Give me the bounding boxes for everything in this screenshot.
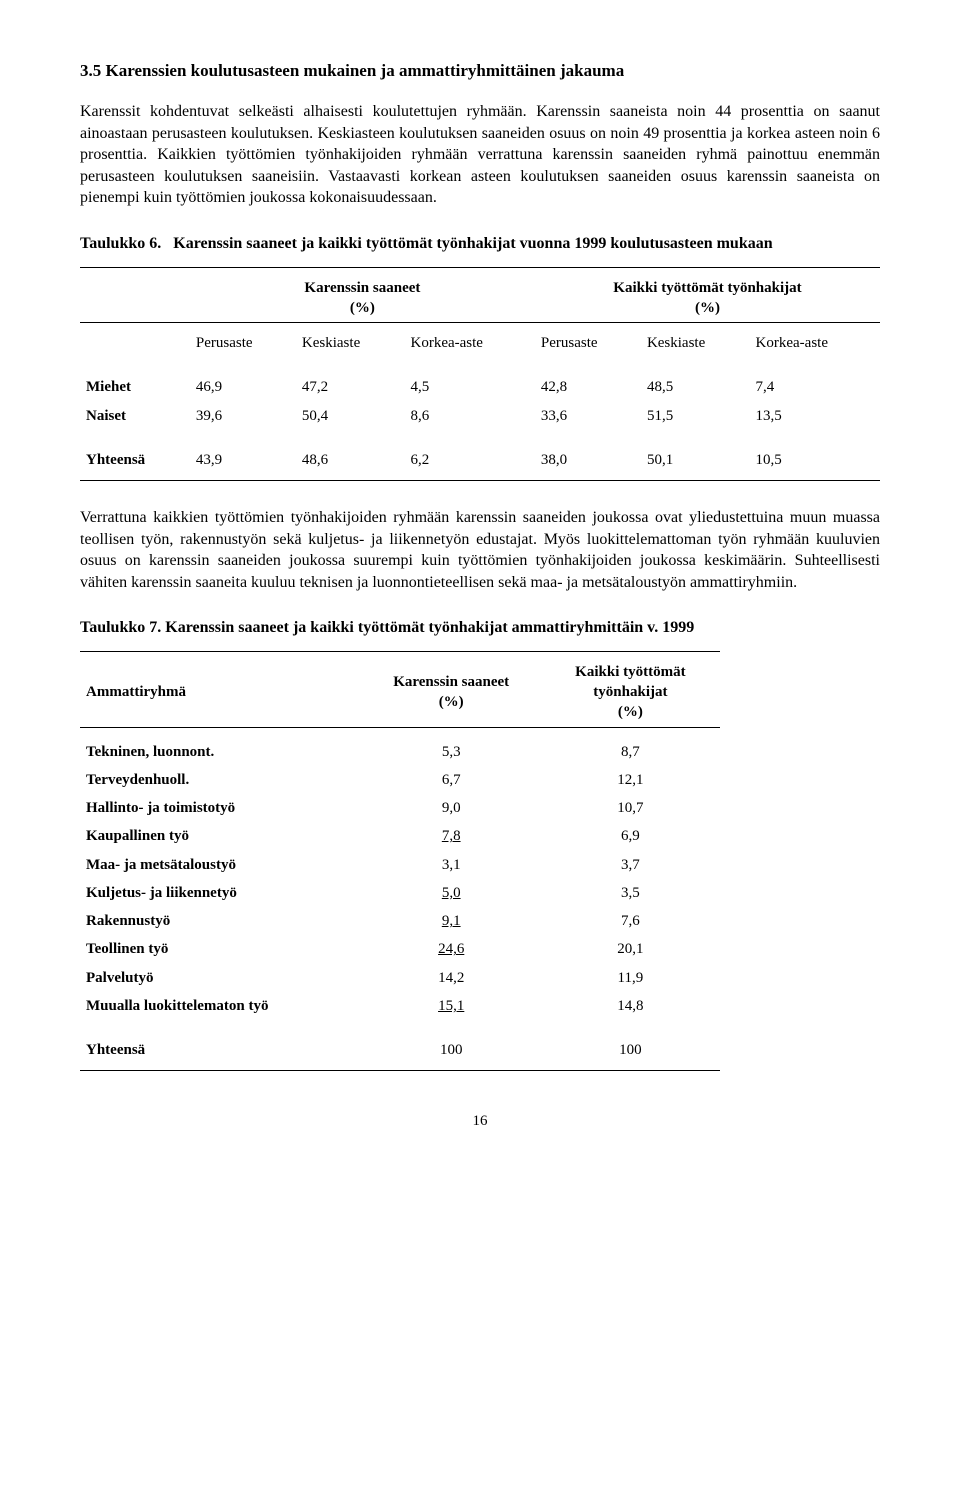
table7-title-rest: Karenssin saaneet ja kaikki työttömät ty… xyxy=(165,617,694,639)
table7-row: Kaupallinen työ7,86,9 xyxy=(80,822,720,850)
paragraph-1: Karenssit kohdentuvat selkeästi alhaises… xyxy=(80,101,880,209)
table6-total-row: Yhteensä 43,9 48,6 6,2 38,0 50,1 10,5 xyxy=(80,446,880,474)
table7-row: Teollinen työ24,620,1 xyxy=(80,935,720,963)
table7-row: Hallinto- ja toimistotyö9,010,7 xyxy=(80,794,720,822)
table6-row: Naiset 39,6 50,4 8,6 33,6 51,5 13,5 xyxy=(80,402,880,430)
table6-title: Taulukko 6. Karenssin saaneet ja kaikki … xyxy=(80,233,880,255)
table7-title: Taulukko 7. Karenssin saaneet ja kaikki … xyxy=(80,617,880,639)
table7-row: Palvelutyö14,211,9 xyxy=(80,964,720,992)
table6: Karenssin saaneet (%) Kaikki työttömät t… xyxy=(80,267,880,482)
table6-title-lead: Taulukko 6. xyxy=(80,233,161,255)
table7-header-row: Ammattiryhmä Karenssin saaneet (%) Kaikk… xyxy=(80,658,720,727)
table6-col: Keskiaste xyxy=(641,329,750,357)
table6-header-row: Perusaste Keskiaste Korkea-aste Perusast… xyxy=(80,329,880,357)
table7-row: Maa- ja metsätaloustyö3,13,7 xyxy=(80,851,720,879)
table6-col: Keskiaste xyxy=(296,329,405,357)
section-heading: 3.5 Karenssien koulutusasteen mukainen j… xyxy=(80,60,880,83)
table7-title-lead: Taulukko 7. xyxy=(80,617,161,639)
table7-row: Kuljetus- ja liikennetyö5,03,5 xyxy=(80,879,720,907)
table6-row: Miehet 46,9 47,2 4,5 42,8 48,5 7,4 xyxy=(80,373,880,401)
table6-col: Perusaste xyxy=(535,329,641,357)
table6-title-rest: Karenssin saaneet ja kaikki työttömät ty… xyxy=(173,233,772,255)
table6-col: Perusaste xyxy=(190,329,296,357)
table6-group-left: Karenssin saaneet (%) xyxy=(190,274,535,323)
table7-row: Muualla luokittelematon työ15,114,8 xyxy=(80,992,720,1020)
paragraph-2: Verrattuna kaikkien työttömien työnhakij… xyxy=(80,507,880,593)
table6-col: Korkea-aste xyxy=(405,329,535,357)
table6-group-right: Kaikki työttömät työnhakijat (%) xyxy=(535,274,880,323)
page-number: 16 xyxy=(80,1111,880,1131)
table6-col: Korkea-aste xyxy=(750,329,880,357)
table7-row: Terveydenhuoll.6,712,1 xyxy=(80,766,720,794)
table7-row: Rakennustyö9,17,6 xyxy=(80,907,720,935)
table7-total-row: Yhteensä 100 100 xyxy=(80,1036,720,1064)
table7: Ammattiryhmä Karenssin saaneet (%) Kaikk… xyxy=(80,651,720,1072)
table7-row: Tekninen, luonnont.5,38,7 xyxy=(80,738,720,766)
